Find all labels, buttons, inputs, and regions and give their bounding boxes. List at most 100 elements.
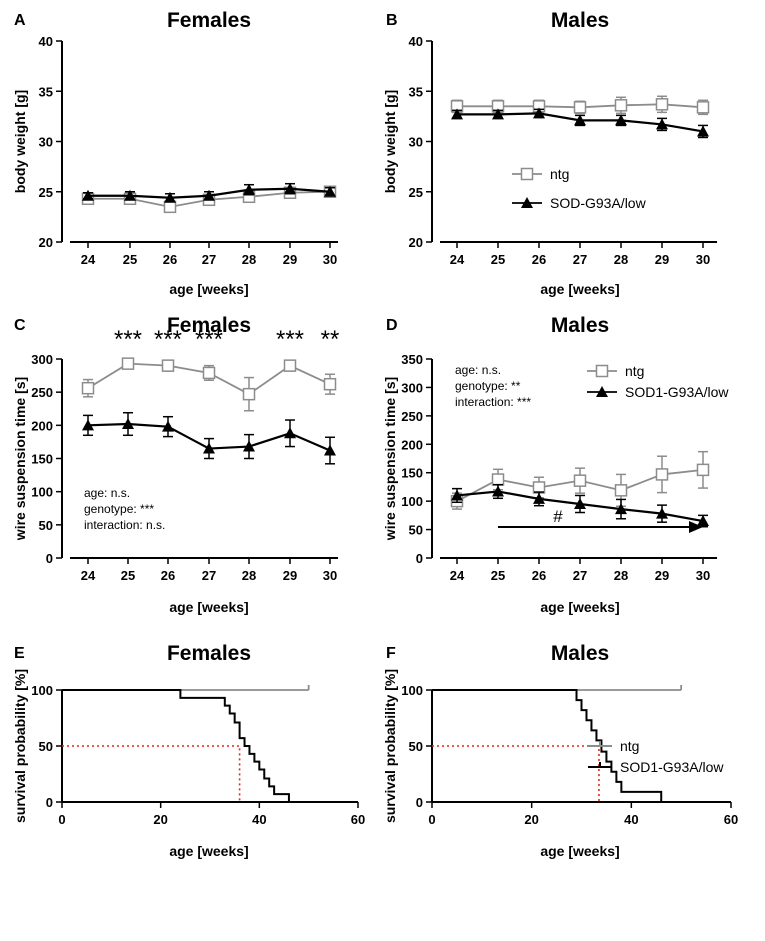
y-tick-label: 100 xyxy=(401,494,423,509)
y-tick-label: 0 xyxy=(46,551,53,566)
significance-label: *** xyxy=(154,326,182,353)
y-tick-label: 0 xyxy=(46,795,53,810)
x-tick-label: 40 xyxy=(624,812,638,827)
x-tick-label: 27 xyxy=(573,568,587,583)
x-tick-label: 25 xyxy=(123,252,137,267)
x-tick-label: 30 xyxy=(696,568,710,583)
data-point-sod xyxy=(124,189,136,201)
data-point-sod xyxy=(324,185,336,197)
stats-annotation: genotype: *** xyxy=(84,502,154,516)
significance-label: ** xyxy=(321,326,340,353)
data-point-sod xyxy=(574,114,586,126)
chart-title: Males xyxy=(551,314,609,337)
data-point-ntg xyxy=(323,377,337,391)
y-tick-label: 100 xyxy=(31,485,53,500)
significance-label: *** xyxy=(195,326,223,353)
y-tick-label: 0 xyxy=(416,795,423,810)
y-tick-label: 250 xyxy=(401,409,423,424)
x-tick-label: 24 xyxy=(450,568,465,583)
y-axis-label: wire suspension time [s] xyxy=(12,377,28,541)
y-tick-label: 300 xyxy=(31,352,53,367)
y-tick-label: 250 xyxy=(31,385,53,400)
y-tick-label: 150 xyxy=(401,466,423,481)
legend-label-sod: SOD1-G93A/low xyxy=(620,759,724,775)
chart-title: Females xyxy=(167,9,251,32)
median-line xyxy=(432,745,600,802)
data-point-sod xyxy=(243,183,255,195)
legend-label-sod: SOD-G93A/low xyxy=(550,195,647,211)
data-point-sod xyxy=(615,114,627,126)
x-tick-label: 27 xyxy=(202,252,216,267)
chart-title: Females xyxy=(167,642,251,665)
data-point-sod xyxy=(697,515,709,527)
legend-marker-ntg xyxy=(520,167,534,181)
data-point-sod xyxy=(533,107,545,119)
y-tick-label: 50 xyxy=(409,739,423,754)
x-tick-label: 29 xyxy=(655,252,669,267)
x-tick-label: 29 xyxy=(283,252,297,267)
x-tick-label: 28 xyxy=(614,252,628,267)
data-point-sod xyxy=(492,108,504,120)
y-tick-label: 200 xyxy=(401,437,423,452)
y-axis-label: body weight [g] xyxy=(382,90,398,193)
data-point-sod xyxy=(574,497,586,509)
data-point-sod xyxy=(164,191,176,203)
stats-annotation: genotype: ** xyxy=(455,379,521,393)
stats-annotation: interaction: n.s. xyxy=(84,518,165,532)
significance-label: *** xyxy=(114,326,142,353)
chart-title: Females xyxy=(167,314,251,337)
x-tick-label: 24 xyxy=(81,568,96,583)
panel-label-e: E xyxy=(14,645,25,662)
x-tick-label: 30 xyxy=(323,252,337,267)
data-point-sod xyxy=(451,108,463,120)
x-axis-label: age [weeks] xyxy=(169,843,248,859)
stats-annotation: age: n.s. xyxy=(455,363,501,377)
y-axis-label: body weight [g] xyxy=(12,90,28,193)
x-tick-label: 28 xyxy=(242,568,256,583)
stats-annotation: age: n.s. xyxy=(84,486,130,500)
y-tick-label: 30 xyxy=(39,135,53,150)
data-point-sod xyxy=(82,189,94,201)
y-tick-label: 200 xyxy=(31,418,53,433)
survival-curve-sod xyxy=(62,689,290,802)
panel-label-a: A xyxy=(14,12,26,29)
x-tick-label: 0 xyxy=(428,812,435,827)
data-point-ntg xyxy=(655,468,669,481)
x-tick-label: 27 xyxy=(573,252,587,267)
data-point-sod xyxy=(697,125,709,137)
data-point-ntg xyxy=(614,484,628,497)
y-tick-label: 300 xyxy=(401,380,423,395)
data-point-sod xyxy=(324,444,336,456)
x-tick-label: 24 xyxy=(450,252,465,267)
data-point-ntg xyxy=(121,357,135,370)
legend-label-ntg: ntg xyxy=(550,166,569,182)
y-tick-label: 25 xyxy=(409,185,423,200)
x-tick-label: 29 xyxy=(283,568,297,583)
y-tick-label: 30 xyxy=(409,135,423,150)
x-tick-label: 26 xyxy=(161,568,175,583)
x-axis-label: age [weeks] xyxy=(540,599,619,615)
stats-annotation: interaction: *** xyxy=(455,395,531,409)
data-point-sod xyxy=(243,440,255,452)
data-point-ntg xyxy=(573,474,587,487)
x-axis-label: age [weeks] xyxy=(540,843,619,859)
y-tick-label: 150 xyxy=(31,452,53,467)
data-point-ntg xyxy=(655,98,669,111)
trend-marker: # xyxy=(553,507,563,526)
legend-label-ntg: ntg xyxy=(620,738,639,754)
legend-marker-sod xyxy=(521,197,533,208)
legend-marker-sod xyxy=(596,386,608,397)
x-tick-label: 20 xyxy=(524,812,538,827)
data-point-ntg xyxy=(242,387,256,401)
data-point-ntg xyxy=(283,359,297,372)
panel-label-c: C xyxy=(14,317,26,334)
y-tick-label: 40 xyxy=(39,34,53,49)
data-point-ntg xyxy=(491,473,505,486)
trend-arrowhead xyxy=(689,521,703,533)
x-tick-label: 20 xyxy=(153,812,167,827)
legend-label-sod: SOD1-G93A/low xyxy=(625,384,729,400)
x-axis-label: age [weeks] xyxy=(169,599,248,615)
x-tick-label: 30 xyxy=(323,568,337,583)
x-tick-label: 25 xyxy=(491,252,505,267)
